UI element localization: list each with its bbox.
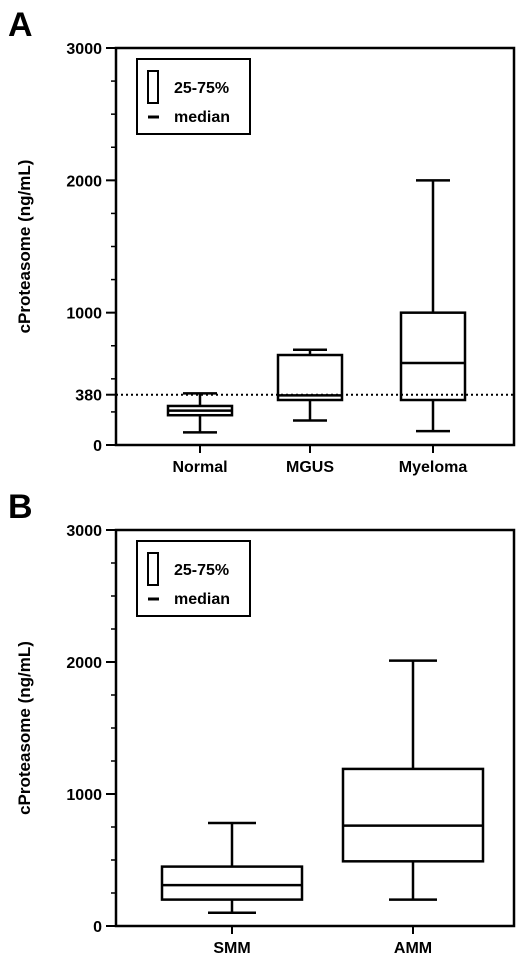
legend-median-label: median [174, 109, 230, 126]
legend-box-swatch [147, 70, 159, 104]
x-category-label: AMM [394, 940, 432, 956]
x-category-label: Myeloma [399, 459, 468, 476]
x-category-label: SMM [213, 940, 250, 956]
box-normal [166, 392, 234, 434]
x-category-label: Normal [172, 459, 227, 476]
y-tick-label: 2000 [66, 173, 102, 190]
y-tick-label: 1000 [66, 787, 102, 804]
panel-letter: A [8, 6, 33, 44]
legend-median-label: median [174, 591, 230, 608]
y-tick-label: 3000 [66, 523, 102, 540]
box-mgus [276, 348, 344, 422]
x-category-label: MGUS [286, 459, 334, 476]
legend: 25-75% median [136, 540, 251, 617]
y-tick-label: 0 [93, 919, 102, 936]
legend-box-label: 25-75% [174, 80, 229, 97]
box-myeloma [399, 179, 467, 433]
y-tick-label: 1000 [66, 306, 102, 323]
iqr-box [276, 353, 344, 402]
legend-box-swatch [147, 552, 159, 586]
box-smm [160, 821, 304, 915]
panel-a: A 0 380 1000 2000 3000 cProteasome (ng/mL) Norm… [8, 6, 516, 476]
y-tick-label: 2000 [66, 655, 102, 672]
box-amm [341, 659, 485, 901]
iqr-box [399, 311, 467, 402]
legend: 25-75% median [136, 58, 251, 135]
y-tick-label: 380 [75, 388, 102, 405]
panel-letter: B [8, 488, 33, 526]
iqr-box [341, 767, 485, 863]
panel-b: B 0 1000 2000 3000 cProteasome (ng/mL) SMM AMM 2… [8, 488, 516, 956]
y-axis-title: cProteasome (ng/mL) [15, 641, 34, 815]
y-tick-label: 0 [93, 438, 102, 455]
y-axis-title: cProteasome (ng/mL) [15, 160, 34, 334]
y-tick-label: 3000 [66, 41, 102, 58]
iqr-box [160, 865, 304, 901]
legend-box-label: 25-75% [174, 562, 229, 579]
